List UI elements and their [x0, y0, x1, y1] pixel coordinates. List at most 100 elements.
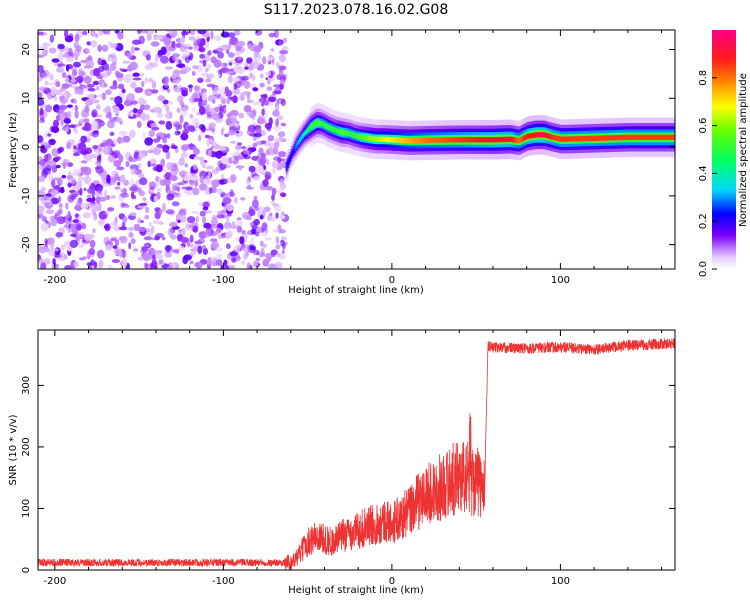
- noise-blob: [102, 107, 111, 113]
- ridge-cell: [337, 128, 339, 134]
- ridge-cell: [609, 135, 612, 141]
- spectrogram-frame: [37, 29, 676, 270]
- noise-blob: [60, 162, 70, 167]
- noise-blob: [148, 130, 155, 137]
- noise-blob: [158, 221, 164, 225]
- noise-blob: [177, 95, 184, 103]
- ridge-cell: [373, 136, 376, 142]
- noise-blob: [84, 105, 90, 114]
- noise-blob: [171, 201, 180, 207]
- ridge-cell: [315, 120, 318, 126]
- noise-blob: [93, 129, 99, 134]
- noise-blob: [80, 202, 89, 209]
- noise-blob: [128, 231, 134, 238]
- noise-blob: [201, 92, 208, 101]
- noise-blob: [264, 237, 273, 241]
- noise-blob: [52, 119, 60, 128]
- ridge-cell: [411, 138, 413, 144]
- ridge-cell: [312, 122, 315, 128]
- noise-blob: [169, 175, 178, 182]
- noise-blob: [207, 171, 212, 180]
- noise-blob: [208, 122, 217, 127]
- noise-blob: [209, 187, 213, 194]
- noise-blob: [166, 193, 175, 201]
- noise-blob: [117, 83, 125, 90]
- noise-blob: [264, 171, 272, 180]
- noise-blob: [192, 187, 200, 196]
- noise-blob: [116, 166, 125, 171]
- ridge-cell: [572, 136, 575, 142]
- noise-blob: [192, 107, 196, 112]
- noise-blob: [136, 121, 142, 128]
- noise-blob: [248, 62, 255, 70]
- noise-blob: [280, 192, 287, 198]
- noise-blob: [153, 219, 160, 225]
- noise-blob: [252, 142, 258, 148]
- noise-blob: [232, 77, 239, 82]
- noise-blob: [179, 114, 184, 124]
- noise-blob: [210, 238, 218, 242]
- ridge-cell: [446, 137, 449, 143]
- noise-blob: [174, 130, 180, 136]
- ridge-cell: [327, 124, 330, 130]
- noise-blob: [248, 165, 256, 173]
- noise-blob: [38, 257, 44, 265]
- noise-blob: [143, 104, 151, 111]
- noise-blob: [132, 107, 138, 114]
- noise-blob: [39, 107, 44, 116]
- x-tick-label: -100: [212, 275, 235, 286]
- noise-blob: [54, 97, 58, 102]
- noise-blob: [181, 152, 188, 158]
- noise-blob: [83, 118, 90, 123]
- noise-blob: [227, 52, 235, 58]
- noise-blob: [166, 133, 171, 139]
- noise-blob: [51, 125, 60, 134]
- snr-frame: [37, 329, 676, 571]
- noise-blob: [80, 85, 88, 89]
- ridge-cell: [469, 137, 471, 143]
- noise-blob: [49, 73, 54, 81]
- noise-blob: [199, 53, 206, 59]
- noise-blob: [213, 86, 222, 96]
- noise-blob: [225, 71, 234, 75]
- noise-blob: [217, 210, 222, 216]
- noise-blob: [73, 98, 77, 105]
- ridge-cell: [470, 137, 473, 143]
- noise-blob: [239, 92, 245, 100]
- noise-blob: [235, 149, 239, 157]
- ridge-cell: [342, 129, 345, 136]
- noise-blob: [167, 189, 175, 195]
- ridge-cell: [523, 135, 525, 141]
- noise-blob: [199, 176, 204, 184]
- noise-blob: [131, 194, 137, 200]
- noise-blob: [233, 83, 238, 90]
- ridge-cell: [624, 134, 626, 141]
- noise-blob: [138, 227, 146, 233]
- noise-blob: [147, 30, 153, 35]
- noise-blob: [98, 196, 107, 202]
- noise-blob: [141, 246, 149, 252]
- noise-blob: [251, 155, 260, 161]
- noise-blob: [265, 159, 270, 165]
- ridge-cell: [651, 134, 653, 140]
- noise-blob: [78, 142, 87, 151]
- noise-blob: [176, 186, 180, 192]
- noise-blob: [61, 72, 67, 79]
- noise-blob: [221, 86, 225, 94]
- noise-blob: [154, 207, 161, 213]
- noise-blob: [115, 72, 124, 79]
- ridge-cell: [640, 134, 643, 140]
- noise-blob: [76, 75, 84, 83]
- ridge-cell: [649, 134, 652, 140]
- noise-blob: [91, 123, 99, 131]
- noise-blob: [38, 205, 45, 214]
- noise-blob: [262, 57, 267, 65]
- noise-blob: [271, 161, 279, 169]
- ridge-cell: [326, 123, 329, 130]
- noise-blob: [126, 112, 132, 117]
- ridge-cell: [320, 121, 323, 127]
- noise-blob: [139, 177, 148, 186]
- noise-blob: [38, 192, 45, 201]
- noise-blob: [178, 157, 185, 166]
- noise-blob: [204, 230, 212, 238]
